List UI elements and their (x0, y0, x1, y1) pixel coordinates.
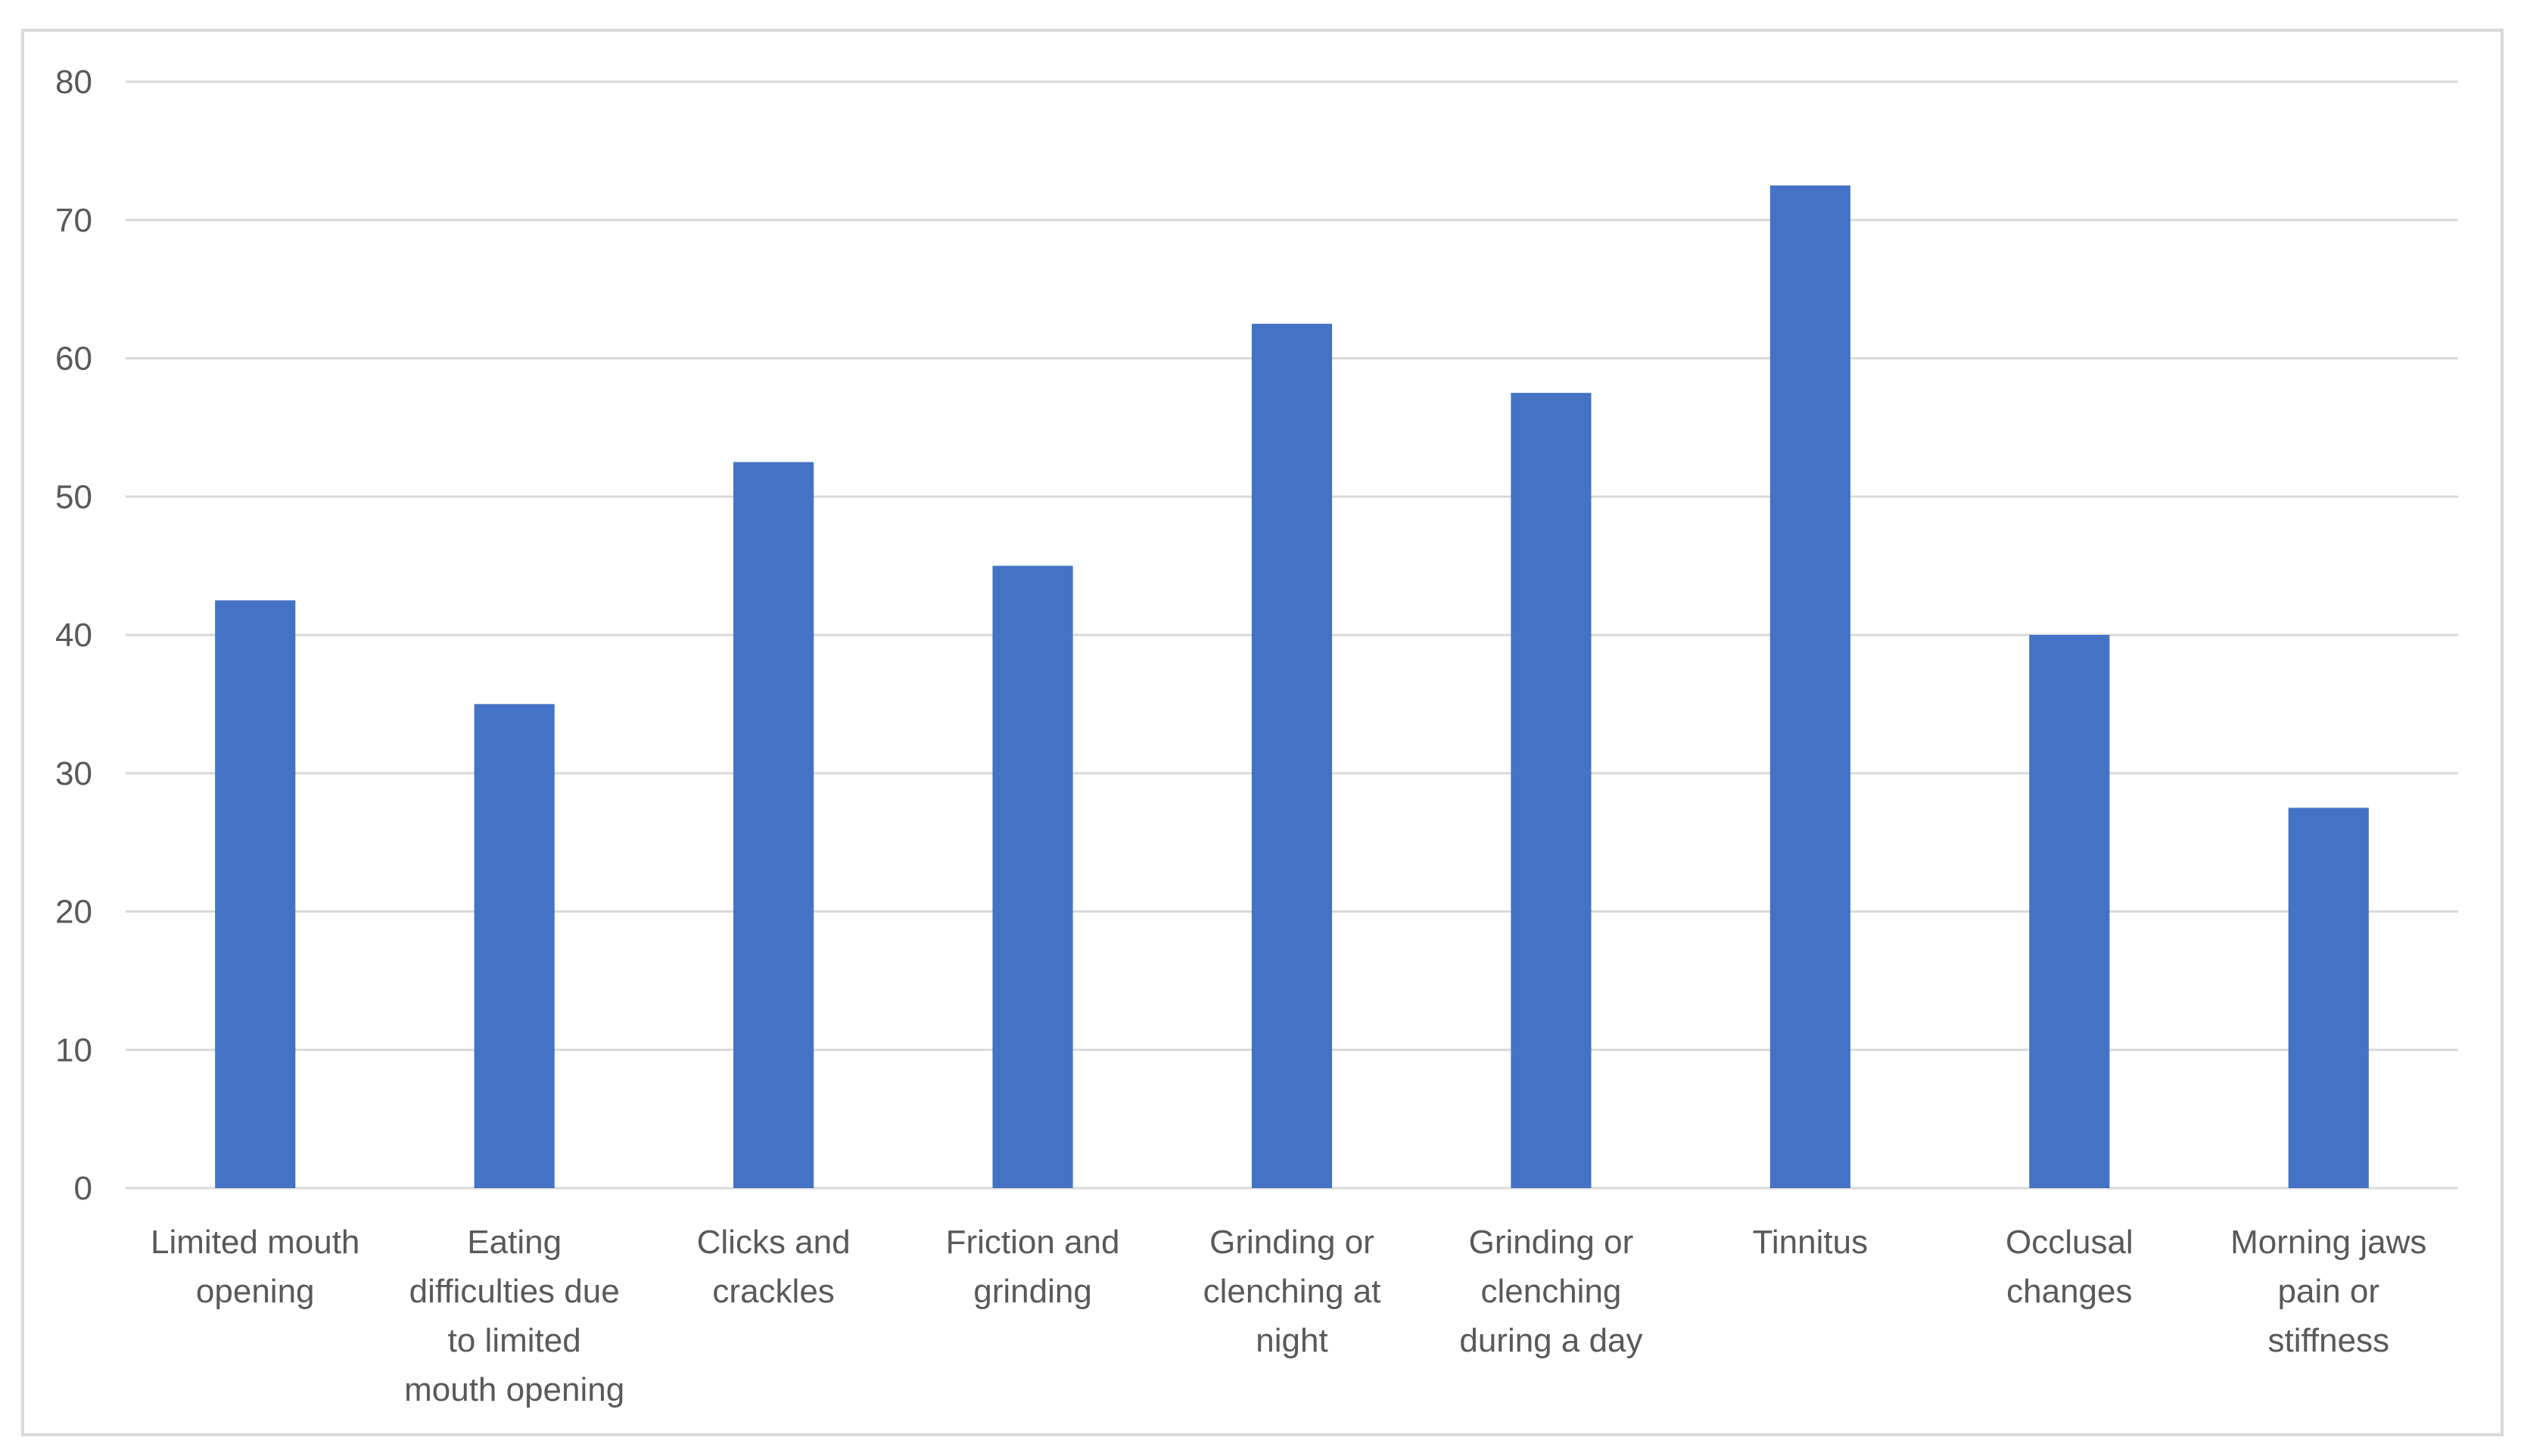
x-category-label-line: pain or (2278, 1273, 2380, 1310)
x-category-label-line: clenching (1480, 1273, 1621, 1310)
x-category-label-line: stiffness (2267, 1322, 2389, 1359)
y-tick-label: 0 (74, 1170, 92, 1207)
x-category-label-line: Clicks and (697, 1224, 851, 1261)
y-tick-label: 40 (55, 617, 92, 654)
bar (1769, 185, 1850, 1188)
x-category-label-line: changes (2006, 1273, 2132, 1310)
bar (474, 704, 555, 1188)
bar (2288, 807, 2369, 1188)
y-tick-label: 70 (55, 202, 92, 239)
x-category-label-line: Morning jaws (2230, 1224, 2426, 1261)
x-category-label-line: clenching at (1203, 1273, 1381, 1310)
bar (2029, 635, 2110, 1188)
x-category-label-line: to limited (448, 1322, 581, 1359)
x-category-label-line: Friction and (946, 1224, 1120, 1261)
x-category-label: Occlusal changes (2006, 1224, 2133, 1310)
bar (1511, 393, 1592, 1188)
x-category-label: Grinding or clenching at night (1203, 1224, 1381, 1359)
x-category-label-line: difficulties due (409, 1273, 620, 1310)
y-tick-label: 10 (55, 1031, 92, 1069)
x-category-label: Eating difficulties due to limited mouth op… (404, 1224, 624, 1408)
chart-frame: 0 10 20 30 40 50 60 70 80 Limited mouth opening Ea… (21, 29, 2504, 1436)
x-category-label: Limited mouth opening (151, 1224, 359, 1310)
y-tick-label: 20 (55, 894, 92, 931)
x-category-label-line: crackles (712, 1273, 834, 1310)
y-tick-label: 60 (55, 341, 92, 378)
y-tick-label: 50 (55, 478, 92, 515)
bars (215, 185, 2369, 1188)
x-category-label-line: Occlusal (2006, 1224, 2133, 1261)
x-category-label-line: during a day (1459, 1322, 1642, 1359)
x-category-label-line: Tinnitus (1753, 1224, 1868, 1261)
x-category-label: Tinnitus (1753, 1224, 1868, 1261)
bar (215, 600, 296, 1188)
x-category-label-line: Grinding or (1469, 1224, 1634, 1261)
bar-chart: 0 10 20 30 40 50 60 70 80 Limited mouth opening Ea… (55, 64, 2458, 1408)
x-category-label: Grinding or clenching during a day (1459, 1224, 1642, 1359)
x-category-label: Clicks and crackles (697, 1224, 851, 1310)
x-category-label-line: mouth opening (404, 1371, 624, 1408)
bar (992, 565, 1073, 1188)
x-category-label-line: Grinding or (1209, 1224, 1374, 1261)
x-category-label-line: Eating (467, 1224, 562, 1261)
x-category-label-line: Limited mouth (151, 1224, 359, 1261)
x-category-label: Friction and grinding (946, 1224, 1120, 1310)
y-axis-tick-labels: 0 10 20 30 40 50 60 70 80 (55, 64, 92, 1207)
y-tick-label: 80 (55, 64, 92, 101)
x-category-label-line: opening (196, 1273, 315, 1310)
x-category-label-line: night (1256, 1322, 1327, 1359)
bar (1251, 323, 1333, 1188)
x-axis-category-labels: Limited mouth opening Eating difficulties d… (151, 1224, 2426, 1408)
y-tick-label: 30 (55, 755, 92, 792)
x-category-label: Morning jaws pain or stiffness (2230, 1224, 2426, 1359)
x-category-label-line: grinding (973, 1273, 1092, 1310)
bar (733, 462, 814, 1188)
